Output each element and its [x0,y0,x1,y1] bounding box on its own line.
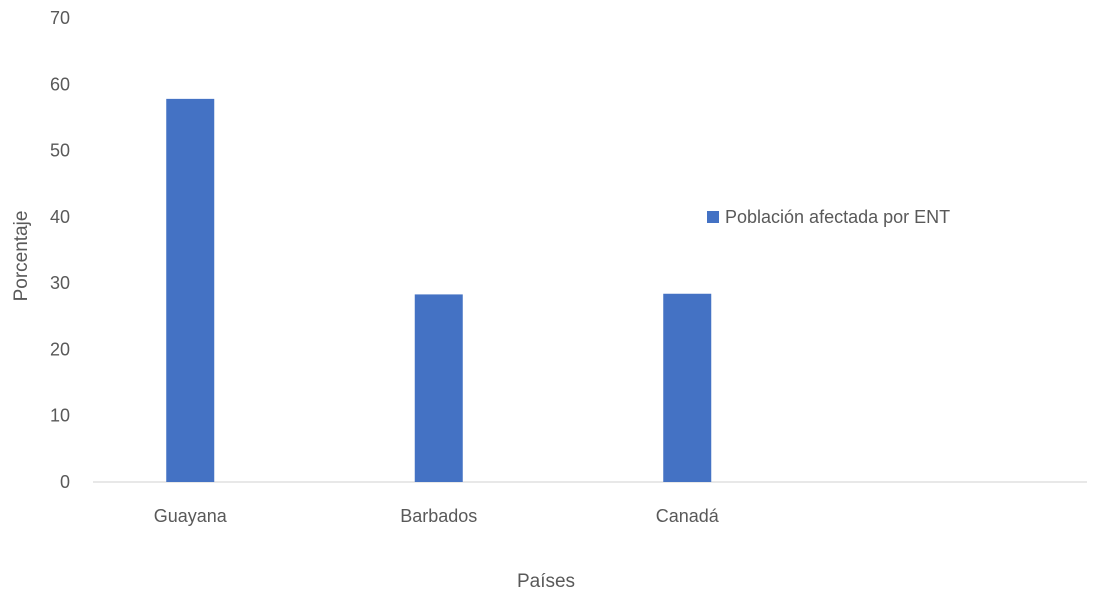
legend-label: Población afectada por ENT [725,207,950,227]
y-tick-label: 20 [50,339,70,359]
x-axis-ticks: Guayana Barbados Canadá [154,506,720,526]
y-tick-label: 70 [50,8,70,28]
bar [166,98,215,483]
y-tick-label: 0 [60,472,70,492]
y-tick-label: 30 [50,273,70,293]
y-tick-label: 50 [50,141,70,161]
legend-swatch [707,211,719,223]
x-tick-label: Guayana [154,506,228,526]
bar [414,294,463,482]
y-tick-label: 60 [50,74,70,94]
legend: Población afectada por ENT [707,207,950,227]
y-tick-label: 10 [50,406,70,426]
y-tick-label: 40 [50,207,70,227]
x-tick-label: Barbados [400,506,477,526]
y-axis-title: Porcentaje [11,211,32,302]
y-axis-ticks: 0 10 20 30 40 50 60 70 [50,8,70,492]
bars [166,98,712,483]
x-axis-title: Países [517,571,575,592]
x-tick-label: Canadá [656,506,720,526]
bar [663,293,712,482]
